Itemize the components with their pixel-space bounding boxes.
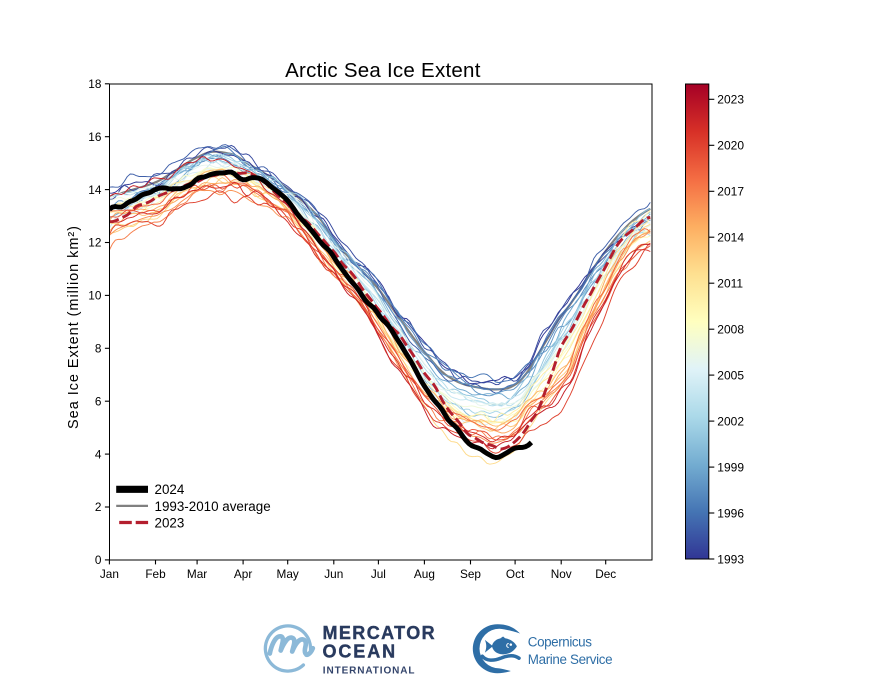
svg-text:2002: 2002: [717, 414, 744, 428]
svg-text:Sep: Sep: [460, 567, 481, 581]
svg-text:18: 18: [88, 77, 102, 91]
svg-text:MERCATOR: MERCATOR: [323, 623, 437, 643]
svg-text:1993: 1993: [717, 552, 744, 566]
svg-text:Feb: Feb: [145, 567, 166, 581]
svg-text:10: 10: [88, 289, 102, 303]
svg-text:2024: 2024: [155, 482, 185, 497]
svg-text:Jan: Jan: [100, 567, 119, 581]
svg-text:2011: 2011: [717, 277, 743, 291]
svg-text:4: 4: [95, 447, 102, 461]
svg-text:0: 0: [95, 553, 102, 567]
svg-text:2023: 2023: [717, 93, 744, 107]
svg-text:INTERNATIONAL: INTERNATIONAL: [323, 666, 416, 677]
svg-text:1999: 1999: [717, 460, 744, 474]
svg-text:Apr: Apr: [234, 567, 252, 581]
svg-text:14: 14: [88, 183, 102, 197]
svg-text:2020: 2020: [717, 139, 744, 153]
svg-text:2014: 2014: [717, 231, 744, 245]
svg-text:6: 6: [95, 394, 102, 408]
svg-text:Oct: Oct: [506, 567, 525, 581]
svg-text:2023: 2023: [155, 515, 185, 530]
svg-text:Jun: Jun: [324, 567, 343, 581]
svg-text:1993-2010 average: 1993-2010 average: [155, 499, 271, 514]
svg-text:Aug: Aug: [414, 567, 435, 581]
svg-text:2005: 2005: [717, 368, 744, 382]
svg-text:2017: 2017: [717, 185, 744, 199]
svg-text:May: May: [277, 567, 299, 581]
svg-text:Copernicus: Copernicus: [528, 635, 592, 650]
svg-text:Dec: Dec: [595, 567, 616, 581]
svg-text:16: 16: [88, 130, 102, 144]
svg-text:Marine Service: Marine Service: [528, 652, 612, 667]
svg-text:OCEAN: OCEAN: [323, 641, 398, 661]
svg-text:Sea Ice Extent (million km²): Sea Ice Extent (million km²): [66, 225, 82, 429]
svg-text:12: 12: [88, 236, 101, 250]
svg-text:2008: 2008: [717, 323, 744, 337]
svg-text:Mar: Mar: [187, 567, 207, 581]
svg-text:2: 2: [95, 500, 102, 514]
svg-text:Arctic Sea Ice Extent: Arctic Sea Ice Extent: [285, 59, 481, 82]
svg-text:8: 8: [95, 342, 102, 356]
svg-text:Nov: Nov: [551, 567, 572, 581]
svg-text:1996: 1996: [717, 506, 744, 520]
svg-text:Jul: Jul: [371, 567, 386, 581]
